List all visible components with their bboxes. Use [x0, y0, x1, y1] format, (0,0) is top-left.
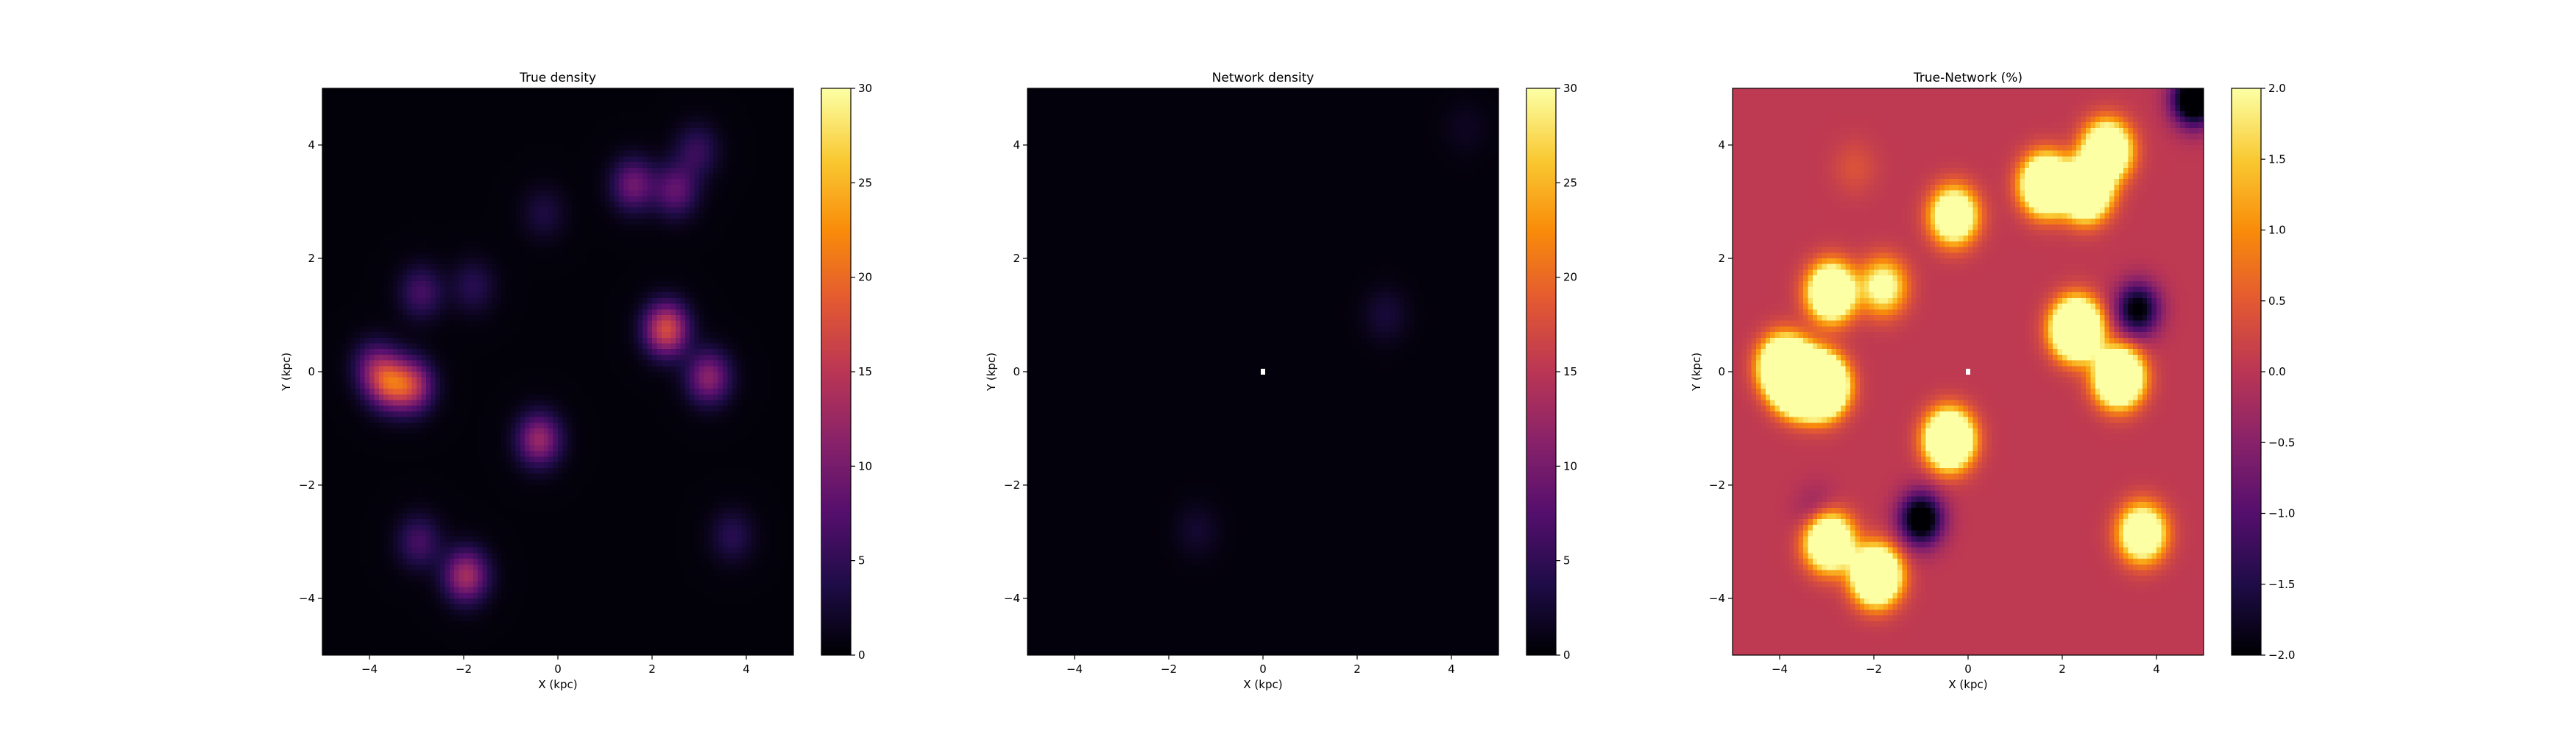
colorbar-tick-label: 25: [1563, 176, 1577, 189]
y-tick-label: −2: [1004, 478, 1020, 492]
y-axis-label: Y (kpc): [985, 353, 998, 392]
center-marker: [1966, 369, 1970, 375]
x-tick-label: −4: [1066, 662, 1083, 676]
x-tick-label: −2: [1866, 662, 1882, 676]
chart-panel-2: −4 −2 0 2 4 −4 −2 0 2 4 Network density X (kpc) Y (k…: [985, 71, 1577, 691]
y-tick-label: 2: [1718, 252, 1725, 265]
colorbar-tick-label: 25: [858, 176, 872, 189]
colorbar-tick-label: 15: [858, 365, 872, 378]
y-tick-label: 2: [1013, 252, 1020, 265]
x-axis-label: X (kpc): [538, 678, 577, 691]
y-tick-label: 2: [308, 252, 315, 265]
colorbar-tick-label: 2.0: [2268, 82, 2286, 95]
heatmap-image: [322, 88, 793, 655]
x-tick-label: −4: [1772, 662, 1788, 676]
x-axis-label: X (kpc): [1948, 678, 1987, 691]
y-tick-label: 0: [1718, 365, 1725, 378]
y-axis-label: Y (kpc): [280, 353, 293, 392]
colorbar: [1526, 88, 1556, 655]
y-tick-label: −2: [1709, 478, 1725, 492]
colorbar-tick-label: 0.5: [2268, 294, 2286, 308]
colorbar-tick-label: 5: [858, 554, 866, 567]
chart-title: Network density: [1212, 71, 1314, 85]
x-axis-label: X (kpc): [1243, 678, 1282, 691]
center-marker: [1261, 369, 1265, 375]
y-tick-label: 0: [1013, 365, 1020, 378]
x-tick-label: 0: [1964, 662, 1972, 676]
colorbar-tick-label: 30: [1563, 82, 1577, 95]
colorbar-tick-label: 10: [1563, 459, 1577, 473]
x-tick-label: 0: [1259, 662, 1267, 676]
x-tick-label: −4: [361, 662, 378, 676]
chart-title: True-Network (%): [1913, 71, 2023, 85]
chart-panel-1: −4 −2 0 2 4 −4 −2 0 2 4 True density X (kpc) Y (kpc)…: [280, 71, 872, 691]
colorbar-tick-label: 10: [858, 459, 872, 473]
y-tick-label: −4: [1709, 592, 1725, 605]
colorbar-tick-label: 0: [1563, 648, 1571, 662]
x-tick-label: 0: [554, 662, 562, 676]
x-tick-label: 2: [1354, 662, 1361, 676]
y-tick-label: 4: [1718, 138, 1725, 152]
x-tick-label: 4: [1448, 662, 1455, 676]
colorbar-tick-label: −0.5: [2268, 436, 2295, 449]
colorbar: [2232, 88, 2261, 655]
colorbar-tick-label: 20: [858, 271, 872, 284]
colorbar-tick-label: 20: [1563, 271, 1577, 284]
x-tick-label: 4: [2153, 662, 2160, 676]
colorbar-tick-label: 0: [858, 648, 866, 662]
colorbar-tick-label: 1.0: [2268, 224, 2286, 237]
colorbar-tick-label: 1.5: [2268, 152, 2286, 166]
colorbar: [821, 88, 851, 655]
y-tick-label: −2: [299, 478, 315, 492]
colorbar-tick-label: −1.5: [2268, 578, 2295, 591]
x-tick-label: 2: [648, 662, 656, 676]
y-axis-label: Y (kpc): [1690, 353, 1703, 392]
chart-panel-3: −4 −2 0 2 4 −4 −2 0 2 4 True-Network (%) X (kpc) Y (…: [1690, 71, 2295, 691]
colorbar-tick-label: −1.0: [2268, 507, 2295, 520]
chart-title: True density: [519, 71, 596, 85]
y-tick-label: −4: [1004, 592, 1020, 605]
colorbar-tick-label: 15: [1563, 365, 1577, 378]
y-tick-label: 0: [308, 365, 315, 378]
colorbar-tick-label: 30: [858, 82, 872, 95]
x-tick-label: −2: [1161, 662, 1177, 676]
colorbar-tick-label: −2.0: [2268, 648, 2295, 662]
x-tick-label: −2: [456, 662, 472, 676]
x-tick-label: 4: [743, 662, 750, 676]
colorbar-tick-label: 0.0: [2268, 365, 2286, 378]
y-tick-label: 4: [308, 138, 315, 152]
x-tick-label: 2: [2059, 662, 2066, 676]
y-tick-label: −4: [299, 592, 315, 605]
y-tick-label: 4: [1013, 138, 1020, 152]
colorbar-tick-label: 5: [1563, 554, 1571, 567]
